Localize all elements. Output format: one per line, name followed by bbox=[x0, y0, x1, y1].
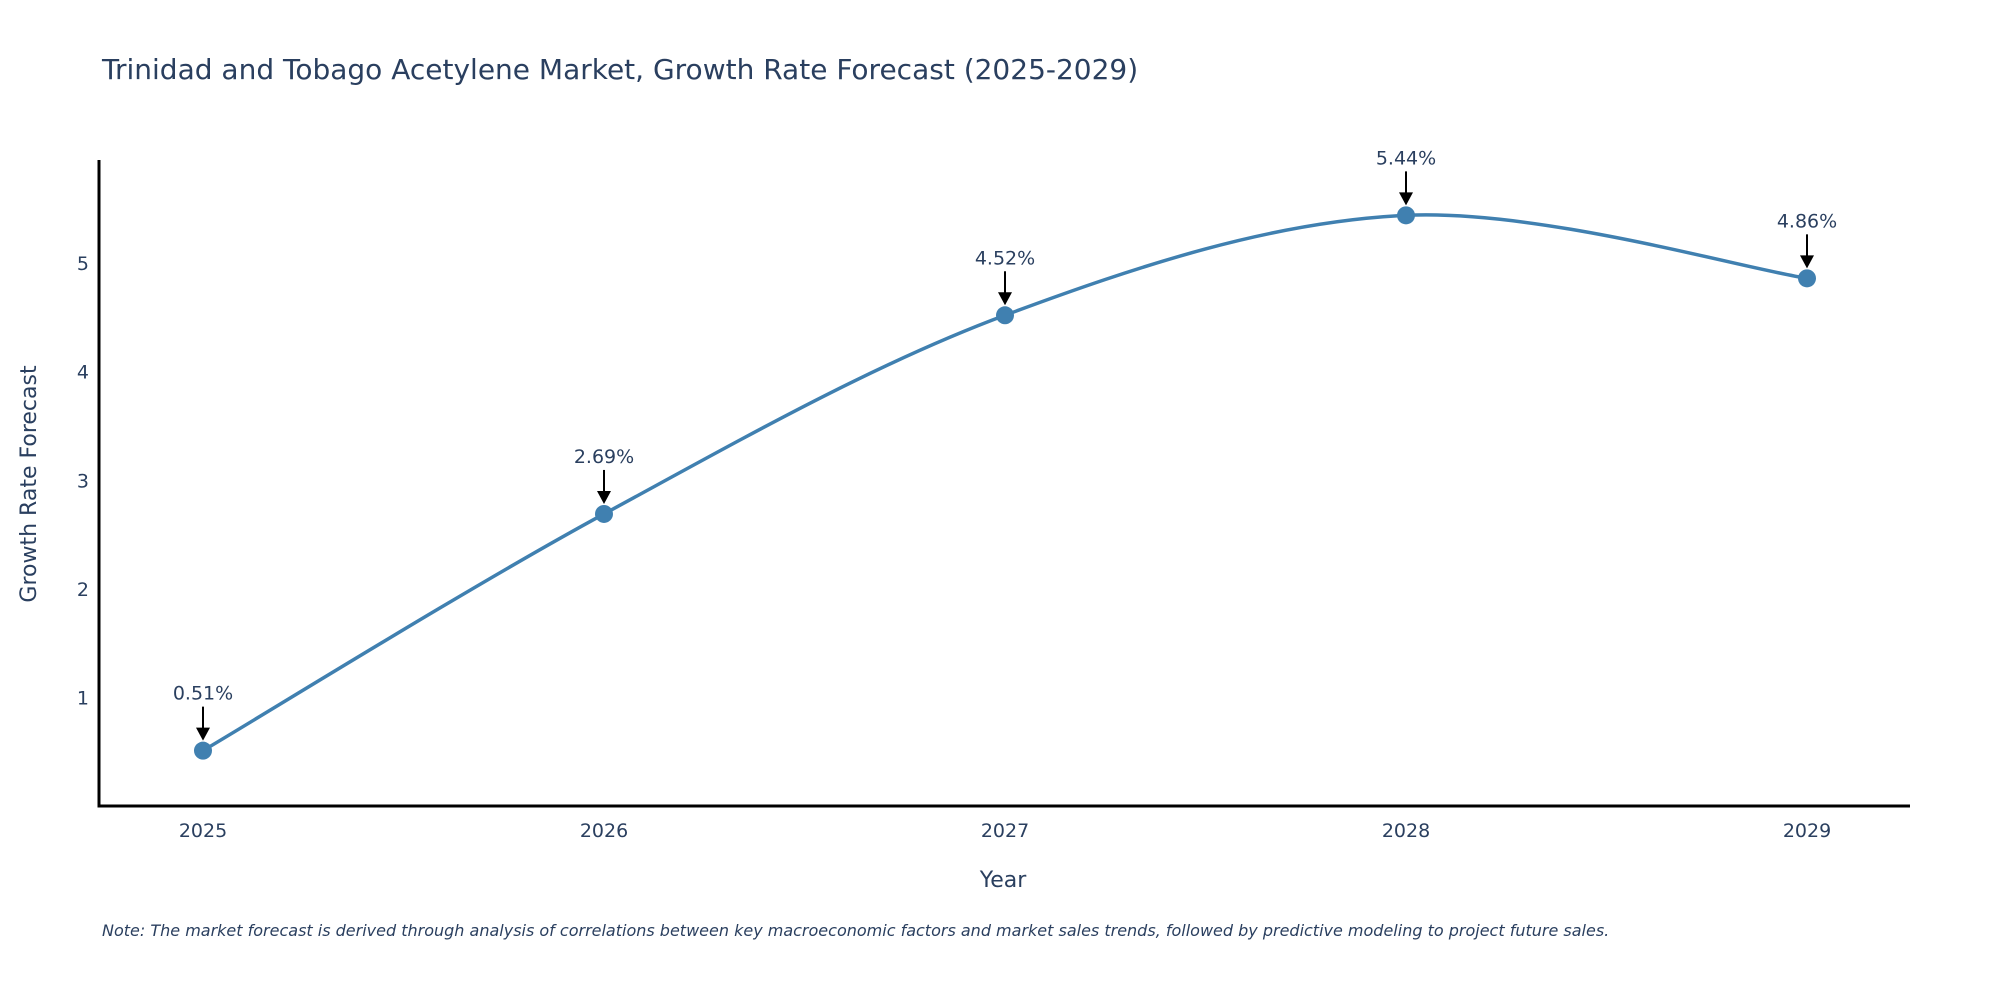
y-tick-label: 3 bbox=[77, 470, 89, 492]
y-tick-label: 2 bbox=[77, 579, 89, 601]
x-tick-label: 2026 bbox=[580, 820, 628, 842]
annotation-arrow-head bbox=[597, 490, 611, 504]
x-tick-label: 2028 bbox=[1382, 820, 1430, 842]
y-tick-label: 5 bbox=[77, 253, 89, 275]
data-label: 5.44% bbox=[1376, 147, 1436, 169]
data-point bbox=[595, 504, 613, 523]
x-tick-label: 2029 bbox=[1783, 820, 1831, 842]
x-axis-title: Year bbox=[979, 868, 1028, 893]
data-point bbox=[1798, 269, 1816, 288]
annotation-arrow-head bbox=[1800, 255, 1814, 269]
data-point bbox=[194, 741, 212, 760]
y-axis-ticks: 1 2 3 4 5 bbox=[77, 253, 89, 709]
footnote: Note: The market forecast is derived thr… bbox=[102, 921, 1609, 940]
y-tick-label: 1 bbox=[77, 687, 89, 709]
data-label: 0.51% bbox=[173, 683, 233, 705]
data-annotations: 0.51% 2.69% 4.52% 5.44% 4.86% bbox=[173, 147, 1837, 741]
y-axis-title: Growth Rate Forecast bbox=[17, 365, 42, 603]
x-axis-ticks: 2025 2026 2027 2028 2029 bbox=[179, 820, 1831, 842]
x-tick-label: 2025 bbox=[179, 820, 227, 842]
data-points bbox=[194, 206, 1816, 760]
annotation-arrow-head bbox=[196, 727, 210, 741]
data-point bbox=[996, 306, 1014, 325]
chart-title: Trinidad and Tobago Acetylene Market, Gr… bbox=[101, 53, 1138, 86]
x-tick-label: 2027 bbox=[981, 820, 1029, 842]
y-tick-label: 4 bbox=[77, 362, 89, 384]
data-label: 2.69% bbox=[574, 446, 634, 468]
data-point bbox=[1397, 206, 1415, 225]
annotation-arrow-head bbox=[1399, 192, 1413, 206]
annotation-arrow-head bbox=[998, 292, 1012, 306]
data-label: 4.52% bbox=[975, 247, 1035, 269]
data-label: 4.86% bbox=[1777, 210, 1837, 232]
